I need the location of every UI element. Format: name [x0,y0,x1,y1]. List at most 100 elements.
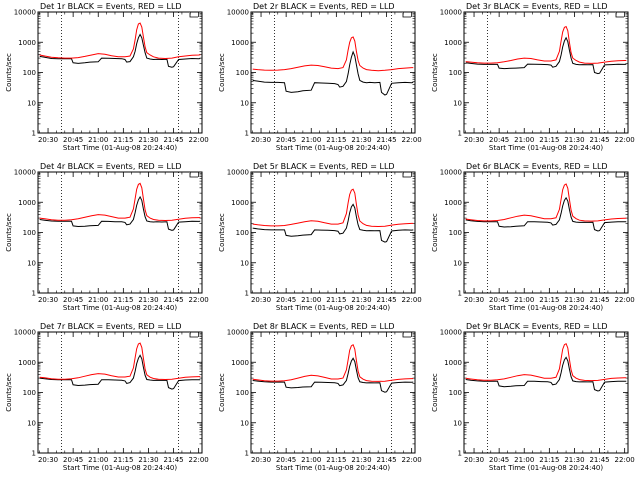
x-tick-label: 20:45 [63,296,83,304]
series-line-lld [252,188,414,228]
x-tick-label: 21:15 [539,136,559,144]
y-axis-label: Counts/sec [5,213,13,252]
x-tick-label: 22:00 [189,296,209,304]
x-tick-label: 21:00 [88,136,108,144]
x-tick-label: 21:45 [589,296,609,304]
x-axis-label: Start Time (01-Aug-08 20:24:40) [489,464,603,472]
x-tick-label: 21:45 [376,456,396,464]
legend-bracket-mark [189,333,198,338]
y-tick-label: 1 [32,130,36,138]
panel-title: Det 7r BLACK = Events, RED = LLD [40,322,182,331]
y-tick-label: 100 [236,69,249,77]
x-tick-label: 21:15 [326,296,346,304]
legend-bracket-mark [615,13,624,18]
x-tick-label: 21:15 [326,456,346,464]
axes-frame [37,171,203,294]
x-tick-label: 22:00 [402,136,422,144]
y-tick-label: 10000 [14,9,36,17]
y-tick-label: 1000 [18,359,36,367]
x-tick-label: 21:30 [351,296,371,304]
y-tick-label: 1 [245,450,249,458]
axes-frame [250,11,416,134]
y-tick-label: 100 [449,229,462,237]
x-tick-label: 21:45 [376,296,396,304]
x-tick-label: 21:45 [163,456,183,464]
y-tick-label: 10 [27,259,36,267]
x-tick-label: 20:30 [38,296,58,304]
panel-det-6: Det 6r BLACK = Events, RED = LLD 1 10 100 10… [431,162,635,312]
series-line-lld [252,36,414,72]
x-tick-label: 21:00 [514,136,534,144]
y-tick-label: 1 [458,130,462,138]
panel-det-4: Det 4r BLACK = Events, RED = LLD 1 10 100 10… [5,162,209,312]
x-tick-label: 22:00 [615,296,635,304]
y-tick-label: 10000 [227,169,249,177]
series-line-lld [39,22,201,60]
series-line-events [252,50,414,96]
series-line-events [39,354,201,390]
x-tick-label: 20:45 [276,136,296,144]
x-tick-label: 22:00 [402,296,422,304]
panel-title: Det 6r BLACK = Events, RED = LLD [466,162,608,171]
series-line-lld [465,342,627,382]
x-tick-label: 22:00 [615,456,635,464]
x-tick-label: 21:15 [113,296,133,304]
y-tick-label: 10 [27,99,36,107]
y-tick-label: 1 [245,290,249,298]
y-tick-label: 10 [240,99,249,107]
x-tick-label: 21:30 [564,456,584,464]
x-tick-label: 21:45 [589,136,609,144]
y-axis-label: Counts/sec [5,373,13,412]
series-line-lld [39,182,201,222]
x-tick-label: 21:30 [138,296,158,304]
axes-frame [37,331,203,454]
x-tick-label: 20:45 [489,136,509,144]
axes-frame [250,331,416,454]
y-tick-label: 1000 [444,39,462,47]
x-tick-label: 20:30 [251,136,271,144]
y-tick-label: 100 [449,69,462,77]
y-tick-label: 1 [245,130,249,138]
y-tick-label: 100 [23,229,36,237]
legend-bracket-mark [402,333,411,338]
panel-title: Det 4r BLACK = Events, RED = LLD [40,162,182,171]
axes-frame [37,11,203,134]
panel-det-2: Det 2r BLACK = Events, RED = LLD 1 10 100 10… [218,2,422,152]
x-tick-label: 22:00 [615,136,635,144]
x-tick-label: 21:30 [564,296,584,304]
panel-title: Det 8r BLACK = Events, RED = LLD [253,322,395,331]
series-line-events [39,33,201,68]
x-axis-label: Start Time (01-Aug-08 20:24:40) [276,464,390,472]
x-tick-label: 21:00 [514,456,534,464]
panel-det-8: Det 8r BLACK = Events, RED = LLD 1 10 100 10… [218,322,422,472]
x-tick-label: 21:30 [351,136,371,144]
panel-title: Det 3r BLACK = Events, RED = LLD [466,2,608,11]
series-line-lld [465,183,627,222]
y-axis-label: Counts/sec [218,213,226,252]
legend-bracket-mark [189,173,198,178]
x-tick-label: 21:45 [589,456,609,464]
legend-bracket-mark [615,173,624,178]
y-tick-label: 1 [458,290,462,298]
x-tick-label: 21:15 [539,456,559,464]
y-tick-label: 100 [23,389,36,397]
y-tick-label: 10000 [227,9,249,17]
x-tick-label: 21:15 [113,456,133,464]
x-tick-label: 20:45 [63,136,83,144]
series-line-events [252,203,414,243]
x-tick-label: 21:45 [163,136,183,144]
x-axis-label: Start Time (01-Aug-08 20:24:40) [63,464,177,472]
series-line-lld [252,343,414,382]
x-tick-label: 21:00 [301,456,321,464]
x-tick-label: 20:30 [38,456,58,464]
panel-det-3: Det 3r BLACK = Events, RED = LLD 1 10 100 10… [431,2,635,152]
y-axis-label: Counts/sec [431,373,439,412]
x-tick-label: 21:15 [539,296,559,304]
y-tick-label: 10 [240,419,249,427]
panel-det-1: Det 1r BLACK = Events, RED = LLD 1 10 100 10… [5,2,209,152]
x-tick-label: 21:30 [564,136,584,144]
y-tick-label: 10000 [440,9,462,17]
y-tick-label: 10000 [440,329,462,337]
